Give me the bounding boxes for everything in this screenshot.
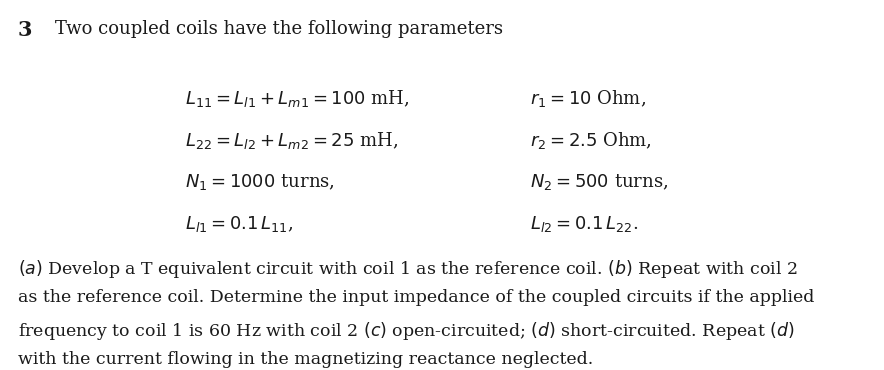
Text: $L_{l1} = 0.1\,L_{11}$,: $L_{l1} = 0.1\,L_{11}$, — [185, 214, 293, 234]
Text: $r_1 = 10$ Ohm,: $r_1 = 10$ Ohm, — [530, 88, 646, 109]
Text: 3: 3 — [18, 20, 33, 40]
Text: $r_2 = 2.5$ Ohm,: $r_2 = 2.5$ Ohm, — [530, 130, 652, 151]
Text: $L_{l2} = 0.1\,L_{22}$.: $L_{l2} = 0.1\,L_{22}$. — [530, 214, 638, 234]
Text: $N_1 = 1000$ turns,: $N_1 = 1000$ turns, — [185, 172, 335, 192]
Text: frequency to coil 1 is 60 Hz with coil 2 $(c)$ open-circuited; $(d)$ short-circu: frequency to coil 1 is 60 Hz with coil 2… — [18, 320, 795, 342]
Text: $(a)$ Develop a T equivalent circuit with coil 1 as the reference coil. $(b)$ Re: $(a)$ Develop a T equivalent circuit wit… — [18, 258, 797, 280]
Text: $N_2 = 500$ turns,: $N_2 = 500$ turns, — [530, 172, 668, 192]
Text: Two coupled coils have the following parameters: Two coupled coils have the following par… — [55, 20, 503, 38]
Text: as the reference coil. Determine the input impedance of the coupled circuits if : as the reference coil. Determine the inp… — [18, 289, 814, 306]
Text: $L_{11} = L_{l1} + L_{m1} =100$ mH,: $L_{11} = L_{l1} + L_{m1} =100$ mH, — [185, 88, 409, 109]
Text: $L_{22} = L_{l2} + L_{m2} = 25$ mH,: $L_{22} = L_{l2} + L_{m2} = 25$ mH, — [185, 130, 398, 151]
Text: with the current flowing in the magnetizing reactance neglected.: with the current flowing in the magnetiz… — [18, 351, 593, 368]
